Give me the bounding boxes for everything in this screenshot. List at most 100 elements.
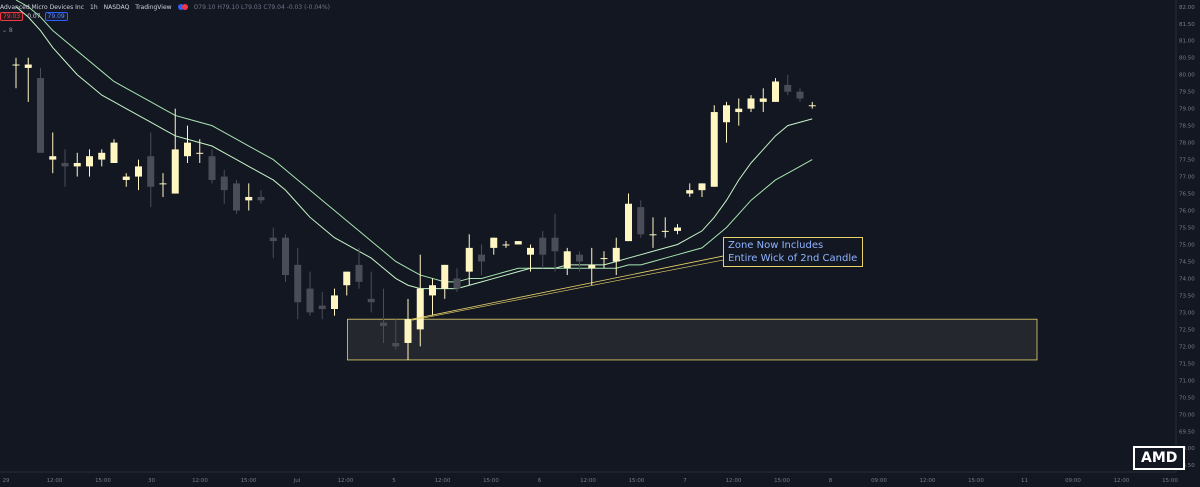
candle-body [772, 81, 779, 102]
candle-body [735, 108, 743, 113]
candle-body [649, 234, 657, 236]
candle-body [698, 183, 706, 191]
candle-body [637, 207, 645, 235]
x-tick-label: 12:00 [192, 478, 208, 484]
candle-body [784, 84, 792, 92]
candle-body [625, 203, 632, 242]
candle-body [282, 237, 289, 276]
candle-body [600, 258, 608, 260]
price-axis [1176, 0, 1200, 487]
indicators-toggle[interactable]: ⌄ 8 [2, 27, 13, 34]
candle-body [527, 247, 534, 255]
x-tick-label: 12:00 [726, 478, 742, 484]
y-tick-label: 76.50 [1179, 192, 1195, 198]
x-tick-label: 15:00 [968, 478, 984, 484]
candle-body [269, 237, 277, 242]
candle-body [661, 230, 669, 232]
y-tick-label: 74.00 [1179, 276, 1195, 282]
spread-value: 0.07 [27, 13, 41, 20]
x-tick-label: 15:00 [629, 478, 645, 484]
x-tick-label: 12:00 [435, 478, 451, 484]
candle-body [355, 264, 363, 282]
symbol-name[interactable]: Advanced Micro Devices Inc [0, 3, 85, 11]
x-tick-label: 12:00 [920, 478, 936, 484]
candle-body [539, 237, 547, 255]
annotation-line-2: Entire Wick of 2nd Candle [728, 253, 858, 264]
candle-body [367, 298, 375, 303]
candle-body [502, 244, 510, 246]
exchange-label: NASDAQ [103, 3, 130, 11]
x-tick-label: 12:00 [338, 478, 354, 484]
candle-body [514, 241, 522, 245]
y-tick-label: 80.50 [1179, 56, 1195, 62]
candle-body [233, 183, 240, 211]
y-tick-label: 79.00 [1179, 107, 1195, 113]
candle-body [147, 156, 155, 187]
candle-body [612, 247, 620, 262]
y-tick-label: 78.00 [1179, 141, 1195, 147]
amd-logo: AMD [1133, 446, 1186, 470]
interval-label[interactable]: 1h [90, 3, 98, 11]
candle-body [808, 105, 816, 107]
candle-body [98, 152, 106, 160]
candle-body [110, 142, 118, 163]
candle-body [245, 196, 253, 201]
annotation-trendline-lower [411, 259, 724, 321]
candle-body [122, 176, 130, 180]
candle-body [343, 271, 351, 286]
candle-body [674, 227, 681, 231]
candle-body [159, 183, 167, 185]
y-tick-label: 69.50 [1179, 429, 1195, 435]
x-tick-label: 15:00 [774, 478, 790, 484]
x-tick-label: 09:00 [1065, 478, 1081, 484]
candle-body [61, 162, 69, 167]
x-tick-label: 6 [538, 478, 542, 484]
candle-body [588, 264, 596, 269]
candle-body [563, 251, 571, 269]
candle-body [37, 78, 44, 153]
candle-body [12, 64, 20, 66]
candle-body [416, 288, 424, 330]
x-tick-label: 7 [683, 478, 687, 484]
candle-body [490, 237, 498, 248]
order-row: 79.03 0.07 79.09 [0, 12, 68, 21]
y-tick-label: 70.00 [1179, 412, 1195, 418]
x-tick-label: 12:00 [47, 478, 63, 484]
y-tick-label: 78.50 [1179, 124, 1195, 130]
candle-body [441, 264, 449, 289]
y-tick-label: 68.50 [1179, 463, 1195, 469]
ask-price[interactable]: 79.09 [44, 12, 68, 21]
y-tick-label: 82.00 [1179, 5, 1195, 11]
candle-body [796, 91, 804, 99]
y-tick-label: 81.50 [1179, 22, 1195, 28]
y-tick-label: 79.50 [1179, 90, 1195, 96]
y-tick-label: 72.50 [1179, 327, 1195, 333]
bid-price[interactable]: 79.03 [0, 12, 24, 21]
candle-body [404, 319, 412, 343]
x-tick-label: 12:00 [580, 478, 596, 484]
annotation-callout[interactable]: Zone Now Includes Entire Wick of 2nd Can… [723, 237, 863, 267]
candle-body [184, 142, 191, 157]
x-tick-label: 15:00 [483, 478, 499, 484]
demand-zone [347, 318, 1038, 361]
y-tick-label: 77.50 [1179, 158, 1195, 164]
x-tick-label: 8 [829, 478, 833, 484]
y-tick-label: 73.50 [1179, 293, 1195, 299]
ema-slow-line [15, 0, 813, 283]
y-tick-label: 73.00 [1179, 310, 1195, 316]
candle-body [723, 105, 730, 123]
y-tick-label: 77.00 [1179, 175, 1195, 181]
y-tick-label: 71.50 [1179, 361, 1195, 367]
alert-status-icon [181, 4, 188, 10]
candle-body [331, 295, 338, 310]
candle-body [208, 156, 216, 180]
candle-body [318, 305, 326, 310]
candle-body [196, 152, 204, 154]
candle-body [257, 196, 265, 201]
candle-body [686, 190, 694, 194]
x-tick-label: 15:00 [241, 478, 257, 484]
y-tick-label: 75.50 [1179, 226, 1195, 232]
annotation-trendline [411, 255, 724, 320]
chart-header: Advanced Micro Devices Inc 1h NASDAQ Tra… [0, 0, 330, 14]
